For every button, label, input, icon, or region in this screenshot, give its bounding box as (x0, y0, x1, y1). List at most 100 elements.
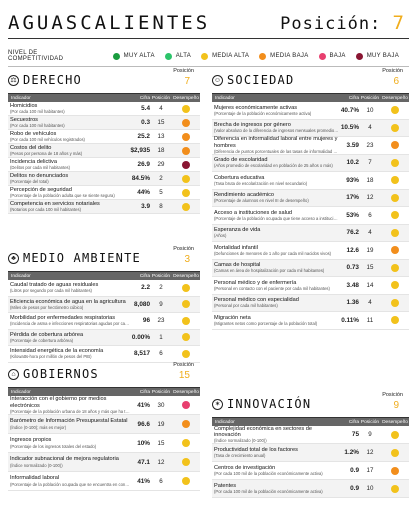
performance-dot-icon (391, 448, 399, 457)
indicator-unit: (Defunciones de menores de 1 año por cad… (214, 250, 332, 256)
column-header-position: Posición (360, 419, 380, 425)
table-row: Percepción de seguridad (Porcentaje de la… (8, 186, 200, 200)
indicator-unit: (Tasa de crecimiento anual) (214, 453, 266, 459)
legend-dot-icon (201, 52, 209, 60)
indicator-position: 4 (368, 229, 372, 237)
legend-label: Muy baja (366, 53, 400, 59)
indicator-value: 25.2 (137, 133, 150, 140)
indicator-position: 4 (368, 299, 372, 307)
table-row: Pérdida de cobertura arbórea (Porcentaje … (8, 329, 200, 346)
column-header-indicator: Indicador (11, 95, 31, 101)
section-title: GOBIERNOS (23, 367, 99, 381)
performance-dot-icon (182, 401, 190, 409)
performance-cell (381, 281, 409, 290)
indicator-name: Robo de vehículos (10, 130, 57, 137)
performance-dot-icon (391, 298, 399, 307)
indicator-unit: (Por cada 100 mil habitantes) (10, 109, 65, 115)
indicator-position: 10 (366, 485, 374, 492)
indicator-value: 2.2 (141, 284, 150, 292)
section-gobiernos: ⌂ GOBIERNOS Posición 15 Indicador Cifra Posici… (8, 362, 200, 491)
indicator-value: 0.3 (141, 119, 150, 126)
indicator-unit: (Por cada 100 mil de la población económ… (214, 471, 323, 477)
performance-cell (172, 439, 200, 447)
table-row: Incidencia delictiva (Delitos por cada mi… (8, 158, 200, 172)
section-title: INNOVACIÓN (227, 397, 312, 411)
performance-cell (381, 246, 409, 255)
indicator-name: Pérdida de cobertura arbórea (10, 331, 84, 338)
performance-dot-icon (391, 211, 399, 220)
legend-item: Alta (164, 52, 191, 60)
section-header: ⌂ GOBIERNOS Posición 15 (8, 362, 200, 388)
indicator-cell: Delitos no denunciados (Porcentaje del to… (8, 173, 130, 184)
performance-cell (381, 430, 409, 439)
performance-dot-icon (182, 458, 190, 466)
section-divider (8, 271, 200, 272)
table-row: Patentes (Por cada 100 mil de la població… (212, 480, 409, 498)
indicator-name: Secuestros (10, 116, 38, 123)
indicator-name: Incidencia delictiva (10, 158, 57, 165)
indicator-cell: Mortalidad infantil (Defunciones de menor… (212, 245, 339, 256)
indicator-position: 6 (368, 211, 372, 219)
indicator-unit: (Por cada 100 mil de la población económ… (214, 489, 323, 495)
column-header-performance: Desempeño (173, 389, 199, 395)
legend-label: Media baja (270, 53, 309, 59)
table-row: Costos del delito (Pesos por persona de 1… (8, 144, 200, 158)
performance-cell (381, 448, 409, 457)
section-header: ⚖ DERECHO Posición 7 (8, 68, 200, 94)
performance-dot-icon (182, 146, 190, 155)
table-header: Indicador Cifra Posición Desempeño (8, 388, 200, 396)
performance-dot-icon (391, 466, 399, 475)
performance-dot-icon (182, 202, 190, 211)
column-header-value: Cifra (348, 419, 359, 425)
performance-dot-icon (391, 263, 399, 272)
indicator-value: 0.00% (131, 333, 150, 341)
indicator-name: Esperanza de vida (214, 227, 261, 234)
indicator-position: 12 (366, 194, 374, 202)
indicator-value: 10% (137, 439, 150, 447)
section-title: DERECHO (23, 73, 82, 87)
performance-dot-icon (182, 283, 190, 292)
section-position-value: 15 (178, 370, 190, 381)
indicator-position: 7 (368, 159, 372, 167)
indicator-position: 6 (159, 477, 163, 485)
performance-cell (381, 176, 409, 185)
performance-dot-icon (182, 132, 190, 141)
table-row: Ingresos propios (Porcentaje de los ingre… (8, 434, 200, 453)
table-row: Eficiencia económica de agua en la agric… (8, 296, 200, 313)
legend-dot-icon (355, 52, 363, 60)
performance-cell (172, 316, 200, 325)
indicator-value: 1.2% (344, 449, 359, 456)
indicator-name: Migración neta (214, 314, 251, 321)
table-row: Intensidad energética de la economía (Kil… (8, 346, 200, 363)
indicator-cell: Brecha de ingresos por género (Valor abso… (212, 122, 339, 133)
performance-cell (172, 300, 200, 309)
indicator-position: 15 (366, 264, 374, 272)
indicator-unit: (Camas en área de hospitalización por ca… (214, 268, 325, 274)
performance-cell (172, 202, 200, 211)
indicator-cell: Morbilidad por enfermedades respiratoria… (8, 315, 130, 326)
indicator-position: 23 (366, 141, 374, 149)
legend-label: Baja (329, 53, 346, 59)
performance-cell (381, 484, 409, 493)
performance-dot-icon (391, 430, 399, 439)
indicator-unit: (Por cada 100 mil vehículos registrados) (10, 137, 85, 143)
indicator-value: 12.6 (346, 246, 359, 254)
indicator-name: Competencia en servicios notariales (10, 200, 100, 207)
indicator-name: Patentes (214, 482, 237, 489)
indicator-name: Mortalidad infantil (214, 244, 258, 251)
leaf-icon: ♣ (8, 253, 19, 264)
table-row: Productividad total de los factores (Tasa… (212, 444, 409, 462)
section-header: ☺ SOCIEDAD Posición 6 (212, 68, 409, 94)
indicator-unit: (Porcentaje del total) (10, 179, 49, 185)
indicator-name: Diferencia en informalidad laboral entre… (214, 136, 338, 149)
section-divider (212, 93, 409, 94)
table-row: Camas de hospital (Camas en área de hospi… (212, 259, 409, 277)
indicator-position: 10 (366, 106, 374, 114)
indicator-name: Costos del delito (10, 144, 52, 151)
indicator-position: 18 (157, 147, 165, 154)
section-position-label: Posición (382, 392, 403, 398)
indicator-name: Interacción con el gobierno por medios e… (10, 396, 107, 409)
indicator-cell: Caudal tratado de aguas residuales (Litro… (8, 282, 130, 293)
column-header-position: Posición (151, 273, 171, 279)
indicator-name: Mujeres económicamente activas (214, 104, 298, 111)
